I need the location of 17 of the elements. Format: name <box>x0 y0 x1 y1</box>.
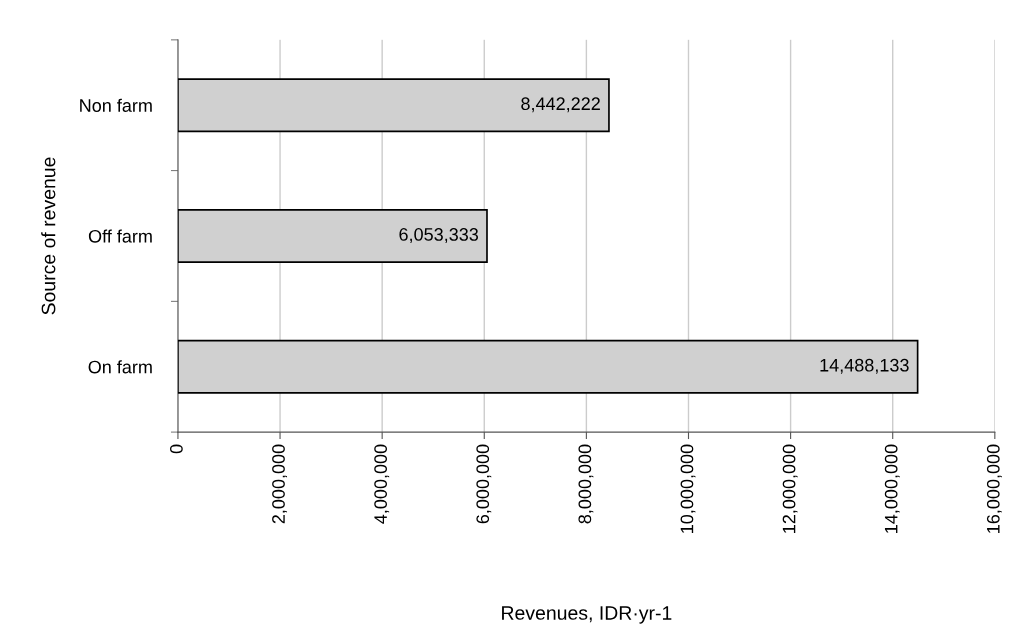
x-tick-label: 12,000,000 <box>782 444 798 533</box>
y-tick-label: Off farm <box>88 229 152 243</box>
x-tick-label: 4,000,000 <box>374 444 390 524</box>
x-tick-label: 2,000,000 <box>272 444 288 524</box>
x-tick-label: 10,000,000 <box>680 444 696 533</box>
x-tick-label: 8,000,000 <box>578 444 594 524</box>
y-tick-label: Non farm <box>80 98 152 112</box>
data-label: 14,488,133 <box>820 358 909 374</box>
data-label: 6,053,333 <box>399 228 479 243</box>
y-axis-title: Source of revenue <box>41 157 56 315</box>
y-tick-label: On farm <box>88 360 152 374</box>
x-tick-label: 0 <box>170 444 183 454</box>
x-tick-label: 14,000,000 <box>884 444 900 533</box>
data-label: 8,442,222 <box>521 97 600 113</box>
x-axis-title: Revenues, IDR·yr-1 <box>502 606 672 624</box>
x-tick-label: 16,000,000 <box>986 444 1002 533</box>
x-tick-label: 6,000,000 <box>476 444 492 524</box>
